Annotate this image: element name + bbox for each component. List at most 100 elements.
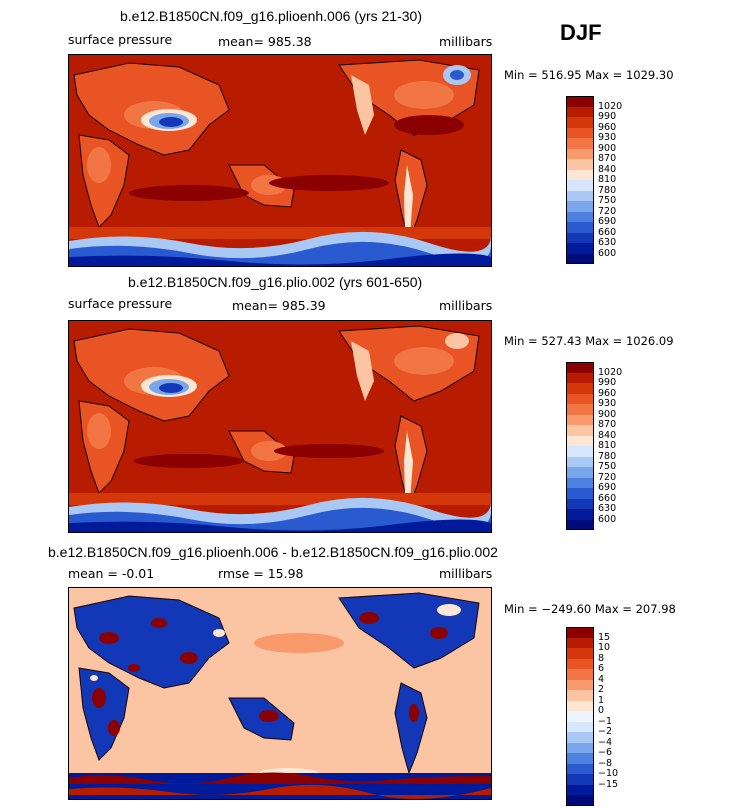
colorbar-swatch: [566, 201, 594, 212]
panel2-variable-label: surface pressure: [68, 296, 173, 311]
colorbar-tick-label: 960: [598, 387, 617, 399]
panel1-min-max: Min = 516.95 Max = 1029.30: [504, 68, 674, 82]
colorbar-tick-label: 720: [598, 205, 617, 217]
panel1-map: [68, 54, 492, 267]
panel1-colorbar: 1020 990 960 930 900 870 840 810 780 750 720 690 660…: [566, 96, 622, 264]
colorbar-swatch: [566, 690, 594, 701]
colorbar-tick-label: 15: [598, 631, 611, 643]
colorbar-swatch: [566, 435, 594, 446]
panel1-title: b.e12.B1850CN.f09_g16.plioenh.006 (yrs 2…: [120, 8, 422, 24]
panel2-colorbar: 1020 990 960 930 900 870 840 810 780 750 720 690 660…: [566, 362, 622, 530]
panel3-min-max: Min = −249.60 Max = 207.98: [504, 602, 676, 616]
colorbar-swatch: [566, 117, 594, 128]
panel3-colorbar-swatches: [566, 627, 594, 806]
colorbar-swatch: [566, 669, 594, 680]
colorbar-tick-label: 660: [598, 226, 617, 238]
colorbar-swatch: [566, 446, 594, 457]
colorbar-tick-label: 840: [598, 429, 617, 441]
panel3-rmse-label: rmse = 15.98: [218, 566, 304, 581]
colorbar-tick-label: 8: [598, 652, 605, 664]
colorbar-swatch: [566, 795, 594, 806]
colorbar-tick-label: 630: [598, 237, 617, 248]
colorbar-tick-label: −8: [598, 757, 613, 769]
colorbar-tick-label: 660: [598, 492, 617, 504]
colorbar-swatch: [566, 138, 594, 149]
panel1-variable-label: surface pressure: [68, 32, 173, 47]
colorbar-swatch: [566, 106, 594, 117]
colorbar-tick-label: 750: [598, 461, 617, 472]
colorbar-tick-label: −2: [598, 726, 613, 737]
colorbar-swatch: [566, 222, 594, 233]
panel1-mean-label: mean= 985.38: [218, 34, 312, 49]
panel1-colorbar-swatches: [566, 96, 594, 264]
colorbar-tick-label: 690: [598, 216, 617, 227]
colorbar-swatch: [566, 253, 594, 264]
colorbar-tick-label: 0: [598, 705, 605, 716]
colorbar-swatch: [566, 243, 594, 254]
colorbar-tick-label: 1020: [598, 100, 623, 112]
colorbar-tick-label: −15: [598, 778, 619, 790]
colorbar-tick-label: 690: [598, 482, 617, 493]
colorbar-swatch: [566, 232, 594, 243]
colorbar-swatch: [566, 477, 594, 488]
colorbar-swatch: [566, 159, 594, 170]
colorbar-tick-label: −1: [598, 715, 613, 727]
colorbar-swatch: [566, 637, 594, 648]
colorbar-swatch: [566, 679, 594, 690]
colorbar-swatch: [566, 509, 594, 520]
panel2-title: b.e12.B1850CN.f09_g16.plio.002 (yrs 601-…: [128, 274, 423, 290]
colorbar-swatch: [566, 721, 594, 732]
colorbar-tick-label: 900: [598, 408, 617, 420]
colorbar-tick-label: 1020: [598, 366, 623, 378]
colorbar-tick-label: 780: [598, 450, 617, 462]
colorbar-swatch: [566, 774, 594, 785]
colorbar-swatch: [566, 211, 594, 222]
colorbar-tick-label: 930: [598, 398, 617, 409]
colorbar-tick-label: 870: [598, 419, 617, 430]
colorbar-swatch: [566, 498, 594, 509]
colorbar-swatch: [566, 190, 594, 201]
panel3-mean-label: mean = -0.01: [68, 566, 155, 581]
colorbar-swatch: [566, 414, 594, 425]
colorbar-tick-label: 4: [598, 673, 605, 685]
colorbar-tick-label: −4: [598, 736, 613, 748]
colorbar-swatch: [566, 519, 594, 530]
colorbar-swatch: [566, 648, 594, 659]
colorbar-swatch: [566, 180, 594, 191]
colorbar-tick-label: 600: [598, 513, 617, 525]
panel2-units-label: millibars: [439, 298, 493, 313]
colorbar-swatch: [566, 148, 594, 159]
colorbar-swatch: [566, 456, 594, 467]
colorbar-tick-label: 10: [598, 642, 611, 653]
season-label: DJF: [560, 20, 602, 45]
colorbar-tick-label: 900: [598, 142, 617, 154]
colorbar-swatch: [566, 467, 594, 478]
colorbar-tick-label: 780: [598, 184, 617, 196]
colorbar-tick-label: 750: [598, 195, 617, 206]
colorbar-swatch: [566, 372, 594, 383]
colorbar-swatch: [566, 700, 594, 711]
colorbar-tick-label: 840: [598, 163, 617, 175]
colorbar-tick-label: 720: [598, 471, 617, 483]
colorbar-swatch: [566, 784, 594, 795]
colorbar-swatch: [566, 742, 594, 753]
colorbar-tick-label: −6: [598, 747, 613, 758]
panel1-units-label: millibars: [439, 34, 493, 49]
colorbar-tick-label: 810: [598, 440, 617, 451]
colorbar-tick-label: −10: [598, 768, 619, 779]
colorbar-swatch: [566, 711, 594, 722]
colorbar-tick-label: 960: [598, 121, 617, 133]
colorbar-swatch: [566, 96, 594, 107]
colorbar-swatch: [566, 753, 594, 764]
colorbar-swatch: [566, 383, 594, 394]
colorbar-tick-label: 810: [598, 174, 617, 185]
colorbar-tick-label: 870: [598, 153, 617, 164]
colorbar-tick-label: 6: [598, 663, 605, 674]
panel2-colorbar-swatches: [566, 362, 594, 530]
panel3-map: [68, 587, 492, 800]
colorbar-swatch: [566, 658, 594, 669]
colorbar-swatch: [566, 393, 594, 404]
colorbar-swatch: [566, 404, 594, 415]
colorbar-swatch: [566, 425, 594, 436]
panel3-units-label: millibars: [439, 566, 493, 581]
